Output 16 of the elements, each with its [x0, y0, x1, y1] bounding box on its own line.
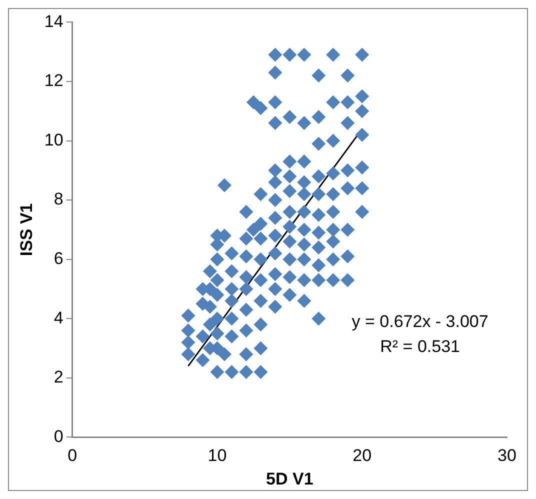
x-tick-label: 20: [352, 446, 372, 466]
x-tick-label: 0: [68, 446, 78, 466]
y-tick-label: 14: [44, 12, 64, 31]
y-tick-label: 8: [54, 190, 64, 209]
y-tick-label: 0: [54, 426, 64, 446]
y-tick-label: 4: [54, 308, 64, 328]
x-tick-label: 10: [208, 446, 227, 466]
y-tick-label: 10: [44, 130, 64, 150]
y-tick-label: 6: [54, 249, 64, 268]
y-tick-label: 2: [54, 368, 64, 387]
y-axis-title: ISS V1: [16, 203, 36, 256]
annotation: y = 0.672x - 3.007: [352, 312, 488, 332]
annotation: R² = 0.531: [380, 337, 460, 356]
y-tick-label: 12: [44, 71, 64, 90]
x-axis-title: 5D V1: [266, 469, 314, 488]
x-tick-label: 30: [498, 446, 516, 466]
